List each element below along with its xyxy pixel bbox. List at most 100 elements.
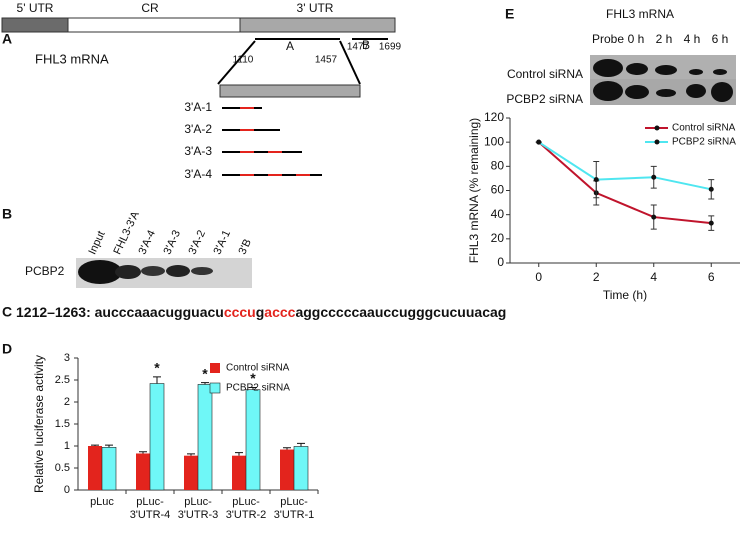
bar (101, 447, 117, 491)
region-label: 5' UTR (17, 1, 54, 15)
error-bar (201, 382, 209, 385)
error-bar (139, 451, 147, 454)
panel-label: E (505, 6, 514, 22)
sequence-line: 1212–1263: aucccaaacugguacucccugacccaggc… (16, 304, 506, 320)
y-tick-label: 3 (64, 352, 70, 364)
series-line (538, 141, 712, 225)
y-tick-label: 0.5 (55, 462, 70, 474)
legend-dot (654, 139, 660, 145)
band (78, 260, 122, 284)
point (708, 220, 714, 226)
row-label: Control siRNA (507, 67, 583, 81)
sequence-part: cccu (224, 304, 256, 320)
sequence-part: accc (264, 304, 295, 320)
y-tick-label: 0 (497, 255, 504, 269)
utr3-box (239, 17, 396, 33)
error-bar (235, 452, 243, 456)
x-tick-label: 4 (650, 270, 657, 284)
significance-mark: * (202, 365, 208, 381)
x-tick-label: 0 (535, 270, 542, 284)
point (536, 139, 542, 145)
fragment-label: B (362, 38, 370, 52)
legend-label: Control siRNA (226, 363, 290, 374)
x-tick-label: pLuc-3'UTR-4 (130, 496, 171, 521)
legend-label: PCBP2 siRNA (672, 137, 736, 148)
fragment-a-box (219, 84, 361, 98)
construct-label: 3'A-2 (184, 122, 212, 136)
lane-label: 3'A-2 (186, 228, 208, 256)
zoom-line (339, 40, 361, 85)
bands (593, 59, 733, 102)
panel-label: A (2, 31, 12, 47)
lane-label: 6 h (712, 32, 729, 46)
lane-label: 3'A-4 (136, 228, 158, 256)
sequence-part: 1212–1263: (16, 304, 91, 320)
significance-mark: * (250, 370, 256, 386)
point (651, 174, 657, 180)
position-label: 1699 (379, 42, 402, 53)
y-tick-label: 100 (484, 134, 504, 148)
construct-label: 3'A-3 (184, 144, 212, 158)
point (708, 186, 714, 192)
lane-label: Probe (592, 32, 624, 46)
position-label: 1457 (315, 55, 338, 66)
x-axis-label: Time (h) (603, 288, 647, 302)
sequence-part: g (256, 304, 265, 320)
y-tick-label: 1.5 (55, 418, 70, 430)
error-bar (187, 453, 195, 456)
y-tick-label: 60 (491, 183, 505, 197)
lane-label: Input (86, 229, 107, 256)
band (141, 266, 165, 276)
panel-label: D (2, 341, 12, 357)
lane-label: 3'A-3 (161, 228, 183, 256)
protein-label: PCBP2 (25, 264, 65, 278)
region-label: 3' UTR (297, 1, 334, 15)
fragment-label: A (286, 39, 294, 53)
row-label: PCBP2 siRNA (506, 92, 583, 106)
error-bar (91, 444, 99, 446)
sequence-part: aucccaaacugguacu (95, 304, 224, 320)
error-bar (297, 442, 305, 447)
band (191, 267, 213, 275)
zoom-line (217, 40, 256, 85)
bar (232, 455, 246, 490)
bar (149, 383, 165, 491)
bar (136, 453, 150, 490)
x-tick-label: 6 (708, 270, 715, 284)
y-axis-label: FHL3 mRNA (% remaining) (467, 118, 481, 263)
construct-label: 3'A-4 (184, 167, 212, 181)
y-tick-label: 120 (484, 110, 504, 124)
construct-label: 3'A-1 (184, 100, 212, 114)
y-axis-label: Relative luciferase activity (32, 355, 46, 493)
region-label: CR (141, 1, 159, 15)
error-bar (105, 444, 113, 448)
point (651, 214, 657, 220)
blot-title: FHL3 mRNA (606, 7, 674, 21)
x-tick-label: 2 (593, 270, 600, 284)
bar (280, 449, 294, 490)
band (166, 265, 190, 277)
lane-label: 4 h (684, 32, 701, 46)
x-tick-label: pLuc-3'UTR-2 (226, 496, 267, 521)
lane-label: 3'A-1 (211, 228, 233, 256)
legend-label: Control siRNA (672, 123, 736, 134)
y-tick-label: 0 (64, 484, 70, 496)
series-line (538, 141, 712, 191)
legend-swatch (209, 382, 221, 394)
transcript-label: FHL3 mRNA (35, 51, 109, 66)
lane-label: 0 h (628, 32, 645, 46)
y-tick-label: 1 (64, 440, 70, 452)
panel-label: B (2, 206, 12, 222)
y-tick-label: 20 (491, 231, 505, 245)
x-tick-label: pLuc (90, 496, 114, 508)
point (593, 177, 599, 183)
bar (88, 446, 102, 490)
significance-mark: * (154, 360, 160, 376)
x-tick-label: pLuc-3'UTR-3 (178, 496, 219, 521)
bar (245, 389, 261, 491)
error-bar (283, 447, 291, 450)
legend-swatch (210, 363, 220, 373)
legend-dot (654, 125, 660, 131)
y-tick-label: 2 (64, 396, 70, 408)
